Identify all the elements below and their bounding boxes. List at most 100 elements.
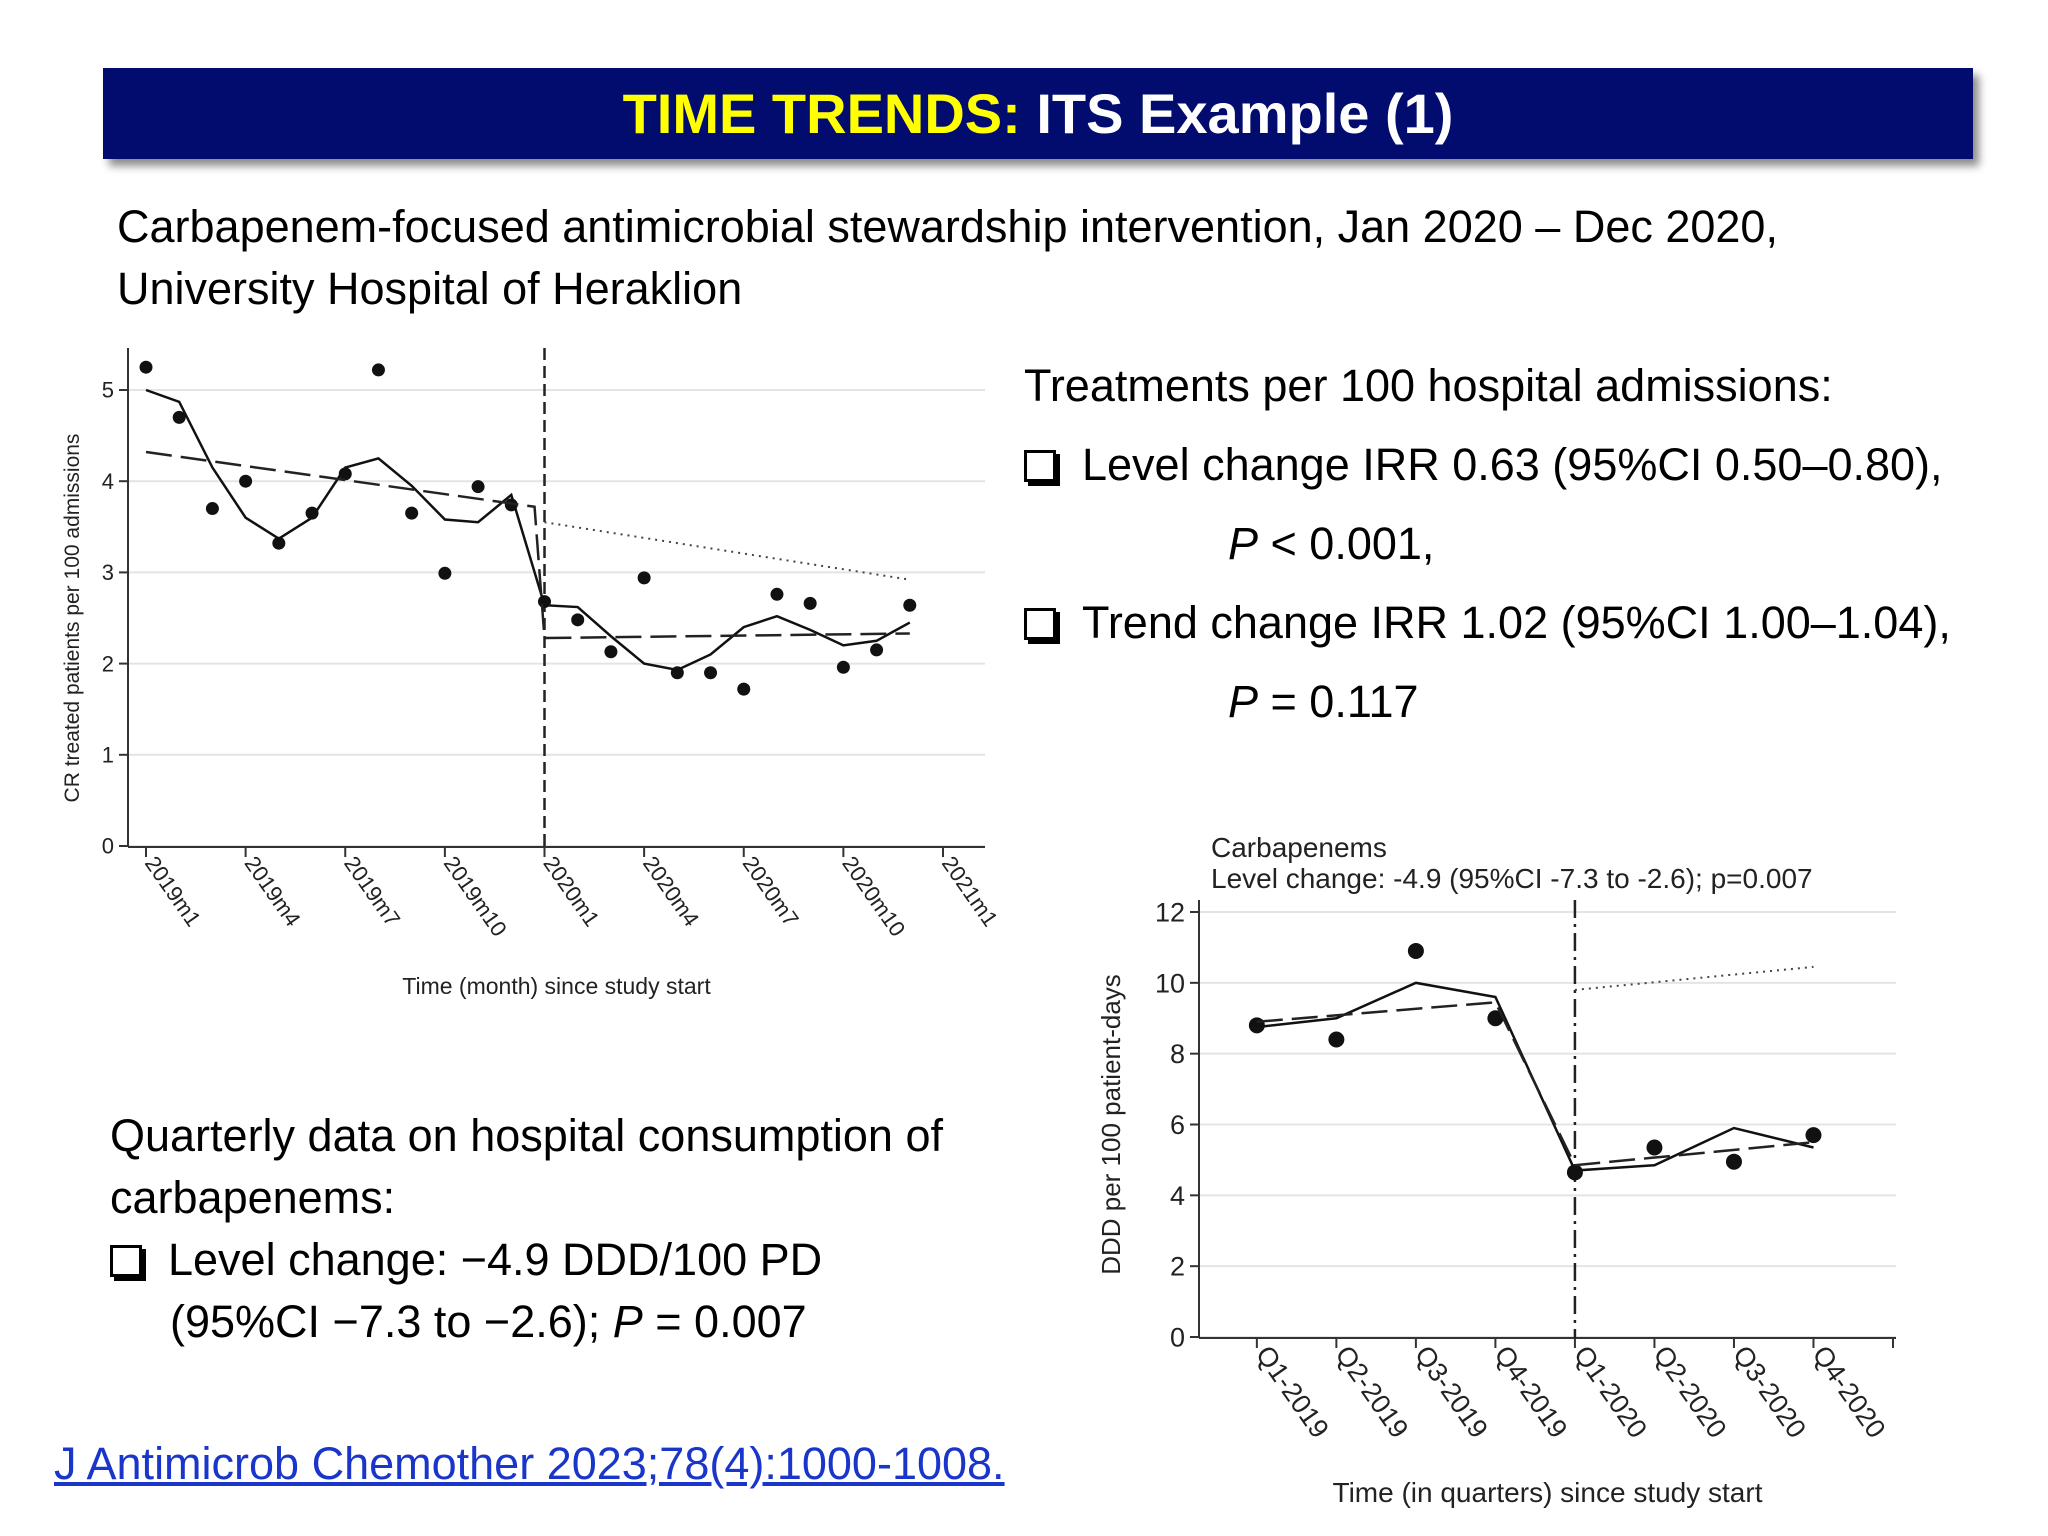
quarterly-ci-line: (95%CI −7.3 to −2.6); P = 0.007	[110, 1291, 943, 1353]
x-tick-label: 2019m1	[140, 852, 206, 931]
data-point	[604, 645, 618, 659]
fitted-trend-line	[145, 450, 910, 640]
y-tick-label: 1	[102, 743, 114, 768]
x-tick-label: Q1-2019	[1250, 1340, 1335, 1443]
title-banner: TIME TRENDS: ITS Example (1)	[103, 68, 1973, 159]
treatments-heading: Treatments per 100 hospital admissions:	[1024, 360, 1833, 411]
data-point	[737, 682, 751, 696]
fitted-trend-line	[1256, 1000, 1814, 1167]
data-point	[870, 643, 884, 657]
x-tick-label: Q3-2019	[1409, 1340, 1494, 1443]
level-change-p: P < 0.001,	[1024, 504, 1951, 583]
quarterly-p-value: = 0.007	[642, 1296, 807, 1347]
x-tick-label: 2019m4	[240, 852, 306, 931]
y-tick-label: 12	[1155, 897, 1185, 927]
checkbox-icon	[1024, 608, 1056, 640]
treatments-summary: Treatments per 100 hospital admissions: …	[1024, 346, 1951, 741]
smoothed-line	[145, 388, 911, 672]
x-tick-label: Q4-2020	[1807, 1340, 1892, 1443]
x-axis-label: Time (in quarters) since study start	[1333, 1477, 1763, 1508]
x-tick-label: Q3-2020	[1727, 1340, 1812, 1443]
data-point	[704, 666, 718, 680]
trend-p-italic: P	[1228, 676, 1259, 727]
level-change-text: Level change IRR 0.63 (95%CI 0.50–0.80),	[1082, 439, 1943, 490]
data-point	[1646, 1139, 1663, 1156]
x-tick-label: 2020m1	[538, 852, 604, 931]
quarterly-ci-text: (95%CI −7.3 to −2.6);	[170, 1296, 613, 1347]
y-tick-label: 2	[1170, 1252, 1185, 1282]
data-point	[272, 536, 286, 550]
data-point	[1328, 1031, 1345, 1048]
data-point	[438, 566, 452, 580]
y-tick-label: 4	[1170, 1181, 1185, 1211]
data-point	[405, 506, 419, 520]
counterfactual-line	[1574, 965, 1814, 991]
quarterly-line-1: Quarterly data on hospital consumption o…	[110, 1110, 943, 1161]
data-point	[571, 613, 585, 627]
smoothed-line	[1256, 981, 1814, 1172]
quarterly-level-item: Level change: −4.9 DDD/100 PD	[110, 1229, 943, 1291]
quarterly-p-italic: P	[612, 1296, 643, 1347]
trend-change-p: P = 0.117	[1024, 662, 1951, 741]
x-tick-label: 2020m4	[638, 852, 704, 931]
data-point	[139, 360, 153, 374]
trend-change-text: Trend change IRR 1.02 (95%CI 1.00–1.04),	[1082, 597, 1951, 648]
y-tick-label: 6	[1170, 1110, 1185, 1140]
data-point	[1805, 1127, 1822, 1144]
data-point	[637, 571, 651, 585]
y-tick-label: 0	[102, 834, 114, 859]
y-tick-label: 2	[102, 651, 114, 676]
title-highlight: TIME TRENDS:	[622, 82, 1021, 145]
trend-p-value: = 0.117	[1258, 676, 1419, 727]
x-tick-label: Q1-2020	[1568, 1340, 1653, 1443]
data-point	[903, 598, 917, 612]
data-point	[205, 502, 219, 516]
x-tick-label: 2019m10	[439, 852, 512, 941]
x-axis-label: Time (month) since study start	[402, 973, 711, 999]
data-point	[371, 363, 385, 377]
level-change-item: Level change IRR 0.63 (95%CI 0.50–0.80),	[1024, 425, 1951, 504]
data-point	[770, 587, 784, 601]
x-tick-label: 2020m7	[738, 852, 804, 931]
citation-link[interactable]: J Antimicrob Chemother 2023;78(4):1000-1…	[54, 1438, 1005, 1489]
monthly-its-chart: 0 1 2 3 4 5 2019m1 2019m4 2019m7 2019m10 2020m1 202…	[61, 348, 1003, 999]
data-point	[305, 506, 319, 520]
y-tick-label: 5	[102, 378, 114, 403]
y-tick-label: 3	[102, 560, 114, 585]
y-tick-label: 10	[1155, 968, 1185, 998]
data-point	[1566, 1164, 1583, 1181]
x-tick-label: Q4-2019	[1488, 1340, 1573, 1443]
y-tick-label: 0	[1170, 1322, 1185, 1352]
data-point	[1725, 1153, 1742, 1170]
checkbox-icon	[1024, 450, 1056, 482]
subtitle-line-1: Carbapenem-focused antimicrobial steward…	[117, 201, 1778, 252]
data-point	[239, 474, 253, 488]
quarterly-level-text: Level change: −4.9 DDD/100 PD	[168, 1234, 823, 1285]
counterfactual-line	[544, 521, 910, 581]
level-p-value: < 0.001,	[1258, 518, 1435, 569]
subtitle-line-2: University Hospital of Heraklion	[117, 263, 743, 314]
x-tick-label: 2020m10	[837, 852, 910, 941]
subtitle: Carbapenem-focused antimicrobial steward…	[117, 196, 1778, 320]
title-rest: ITS Example (1)	[1036, 82, 1454, 145]
data-point	[803, 596, 817, 610]
x-tick-label: 2021m1	[937, 852, 1003, 931]
level-p-italic: P	[1228, 518, 1259, 569]
y-tick-label: 8	[1170, 1039, 1185, 1069]
x-tick-label: Q2-2020	[1648, 1340, 1733, 1443]
y-axis-label: CR treated patients per 100 admissions	[61, 434, 84, 803]
x-tick-label: 2019m7	[339, 852, 405, 931]
quarterly-line-2: carbapenems:	[110, 1172, 396, 1223]
chart-title: Carbapenems	[1211, 832, 1387, 863]
data-point	[471, 480, 485, 494]
y-tick-label: 4	[102, 469, 114, 494]
trend-change-item: Trend change IRR 1.02 (95%CI 1.00–1.04),	[1024, 583, 1951, 662]
y-axis-label: DDD per 100 patient-days	[1096, 974, 1126, 1275]
data-point	[1487, 1010, 1504, 1027]
chart-subtitle: Level change: -4.9 (95%CI -7.3 to -2.6);…	[1211, 863, 1813, 894]
checkbox-icon	[110, 1245, 142, 1277]
quarterly-its-chart: 0 2 4 6 8 10 12 Q1-2019Q2-2019Q3-2019Q4-2019Q1-…	[1096, 832, 1896, 1508]
data-point	[172, 410, 186, 424]
quarterly-summary: Quarterly data on hospital consumption o…	[110, 1105, 943, 1353]
data-point	[836, 660, 850, 674]
